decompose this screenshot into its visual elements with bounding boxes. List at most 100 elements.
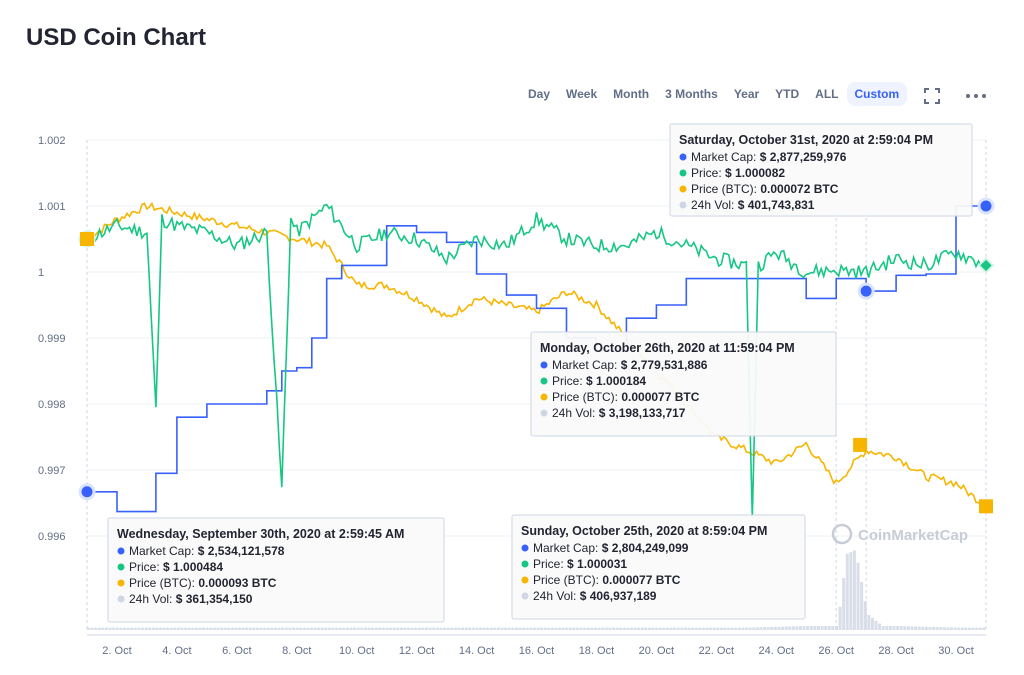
volume-bar: [525, 627, 529, 630]
volume-bar: [655, 627, 659, 630]
volume-bar: [288, 627, 292, 630]
volume-bar: [831, 626, 835, 630]
volume-bar: [881, 626, 885, 630]
volume-bar: [335, 627, 339, 630]
legend-dot: [521, 592, 529, 600]
volume-bar: [460, 627, 464, 630]
volume-bar: [813, 626, 817, 630]
volume-bar: [759, 627, 763, 630]
volume-bar: [295, 627, 299, 630]
volume-bar: [975, 627, 979, 630]
volume-bar: [90, 627, 94, 630]
volume-bar: [230, 627, 234, 630]
volume-bar: [374, 627, 378, 630]
volume-bar: [622, 627, 626, 630]
x-tick-label: 18. Oct: [579, 645, 614, 657]
volume-bar: [432, 627, 436, 630]
range-day-button[interactable]: Day: [520, 82, 558, 106]
volume-bar: [647, 627, 651, 630]
x-tick-label: 30. Oct: [938, 645, 973, 657]
volume-bar: [802, 626, 806, 630]
volume-bar: [838, 606, 842, 630]
volume-bar: [216, 627, 220, 630]
tooltip-row-label: Price (BTC):: [691, 182, 760, 196]
tooltip-row: 24h Vol: $ 406,937,189: [533, 589, 657, 603]
range-custom-button[interactable]: Custom: [846, 82, 908, 106]
tooltip-row-value: $ 2,804,249,099: [602, 541, 689, 555]
volume-bar: [701, 627, 705, 630]
volume-bar: [698, 627, 702, 630]
range-all-button[interactable]: ALL: [807, 82, 846, 106]
tooltip-row: Market Cap: $ 2,804,249,099: [533, 541, 689, 555]
tooltip-row-label: 24h Vol:: [552, 406, 599, 420]
tooltip-row-value: $ 1.000082: [725, 166, 785, 180]
legend-dot: [679, 153, 687, 161]
coinmarketcap-logo-icon: [831, 523, 853, 545]
price-marker: [977, 256, 995, 274]
range-month-button[interactable]: Month: [605, 82, 657, 106]
volume-bar: [194, 627, 198, 630]
volume-bar: [763, 627, 767, 630]
volume-bar: [849, 552, 853, 630]
volume-bar: [888, 626, 892, 630]
volume-bar: [860, 582, 864, 630]
volume-bar: [579, 627, 583, 630]
legend-dot: [540, 377, 548, 385]
volume-bar: [773, 626, 777, 630]
volume-bar: [874, 620, 878, 630]
tooltip-row-value: $ 2,877,259,976: [760, 150, 847, 164]
tooltip-row: Price (BTC): 0.000093 BTC: [129, 576, 277, 590]
volume-bar: [950, 627, 954, 630]
volume-bar: [687, 627, 691, 630]
range-year-button[interactable]: Year: [726, 82, 767, 106]
range-3months-button[interactable]: 3 Months: [657, 82, 726, 106]
volume-bar: [209, 627, 213, 630]
volume-bar: [119, 627, 123, 630]
volume-bar: [158, 627, 162, 630]
volume-bar: [903, 626, 907, 630]
volume-bar: [104, 627, 108, 630]
volume-bar: [284, 627, 288, 630]
series-line-price-btc-: [86, 201, 987, 508]
volume-bar: [770, 626, 774, 630]
legend-dot: [117, 595, 125, 603]
volume-bar: [468, 627, 472, 630]
volume-bar: [166, 627, 170, 630]
volume-bar: [187, 627, 191, 630]
volume-bar: [464, 627, 468, 630]
y-tick-label: 1.001: [38, 201, 66, 213]
volume-bar: [263, 627, 267, 630]
volume-bar: [863, 601, 867, 630]
volume-bar: [450, 627, 454, 630]
volume-bar: [845, 553, 849, 630]
volume-bar: [737, 627, 741, 630]
tooltip-row-label: Price (BTC):: [552, 390, 621, 404]
volume-bar: [561, 627, 565, 630]
x-tick-label: 22. Oct: [699, 645, 734, 657]
range-week-button[interactable]: Week: [558, 82, 605, 106]
volume-bar: [604, 627, 608, 630]
volume-bar: [669, 627, 673, 630]
x-tick-label: 26. Oct: [818, 645, 853, 657]
volume-bar: [752, 627, 756, 630]
volume-bar: [425, 627, 429, 630]
volume-bar: [784, 626, 788, 630]
volume-bar: [946, 627, 950, 630]
y-tick-label: 1.002: [38, 135, 66, 147]
more-icon[interactable]: [964, 84, 988, 108]
x-tick-label: 2. Oct: [102, 645, 131, 657]
tooltip-row-label: Market Cap:: [691, 150, 760, 164]
volume-bar: [683, 627, 687, 630]
range-ytd-button[interactable]: YTD: [767, 82, 807, 106]
fullscreen-icon[interactable]: [920, 84, 944, 108]
y-tick-label: 0.996: [38, 531, 66, 543]
volume-bar: [867, 614, 871, 630]
volume-bar: [345, 627, 349, 630]
volume-bar: [475, 627, 479, 630]
tooltip-box: [669, 123, 973, 217]
volume-bar: [94, 627, 98, 630]
tooltip-row-value: $ 2,534,121,578: [198, 544, 285, 558]
volume-bar: [921, 626, 925, 630]
volume-bar: [928, 626, 932, 630]
